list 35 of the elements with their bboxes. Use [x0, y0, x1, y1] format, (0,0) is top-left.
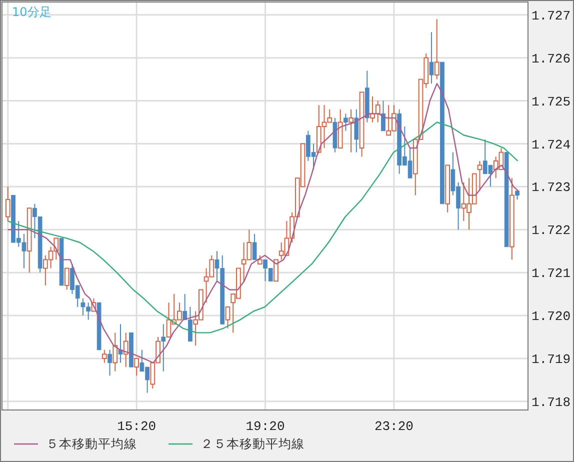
candlestick	[477, 160, 482, 192]
x-tick-label: 15:20	[117, 419, 156, 434]
x-tick-label: 23:20	[374, 419, 414, 434]
candlestick	[134, 358, 140, 376]
y-tick-label: 1.722	[531, 223, 571, 238]
candlestick	[348, 108, 354, 153]
legend-label: ５本移動平均線	[46, 436, 137, 451]
y-tick-label: 1.718	[531, 394, 571, 410]
chart-title: 10分足	[12, 5, 52, 19]
y-tick-label: 1.727	[531, 8, 571, 24]
candlestick	[5, 186, 10, 222]
candlestick	[429, 32, 434, 84]
candlestick	[375, 100, 380, 123]
candlestick	[381, 100, 386, 132]
y-tick-label: 1.721	[531, 266, 571, 282]
candlestick	[112, 332, 118, 372]
candlestick	[102, 349, 107, 364]
candlestick	[252, 233, 257, 260]
candlestick	[161, 324, 166, 372]
candlestick	[354, 108, 359, 153]
candlestick	[108, 349, 112, 376]
candlestick	[225, 306, 230, 329]
y-tick-label: 1.726	[531, 51, 571, 66]
candlestick	[64, 268, 70, 290]
y-tick-label: 1.720	[531, 309, 571, 324]
y-tick-label: 1.719	[531, 352, 571, 368]
y-tick-label: 1.723	[531, 180, 571, 196]
candlestick	[118, 324, 123, 364]
candlestick	[434, 18, 440, 80]
x-tick-label: 19:20	[246, 419, 285, 434]
legend-label: ２５本移動平均線	[200, 436, 304, 451]
candlestick	[123, 332, 128, 368]
candlestick	[344, 113, 348, 132]
y-tick-label: 1.724	[531, 137, 571, 152]
y-tick-label: 1.725	[531, 94, 571, 110]
